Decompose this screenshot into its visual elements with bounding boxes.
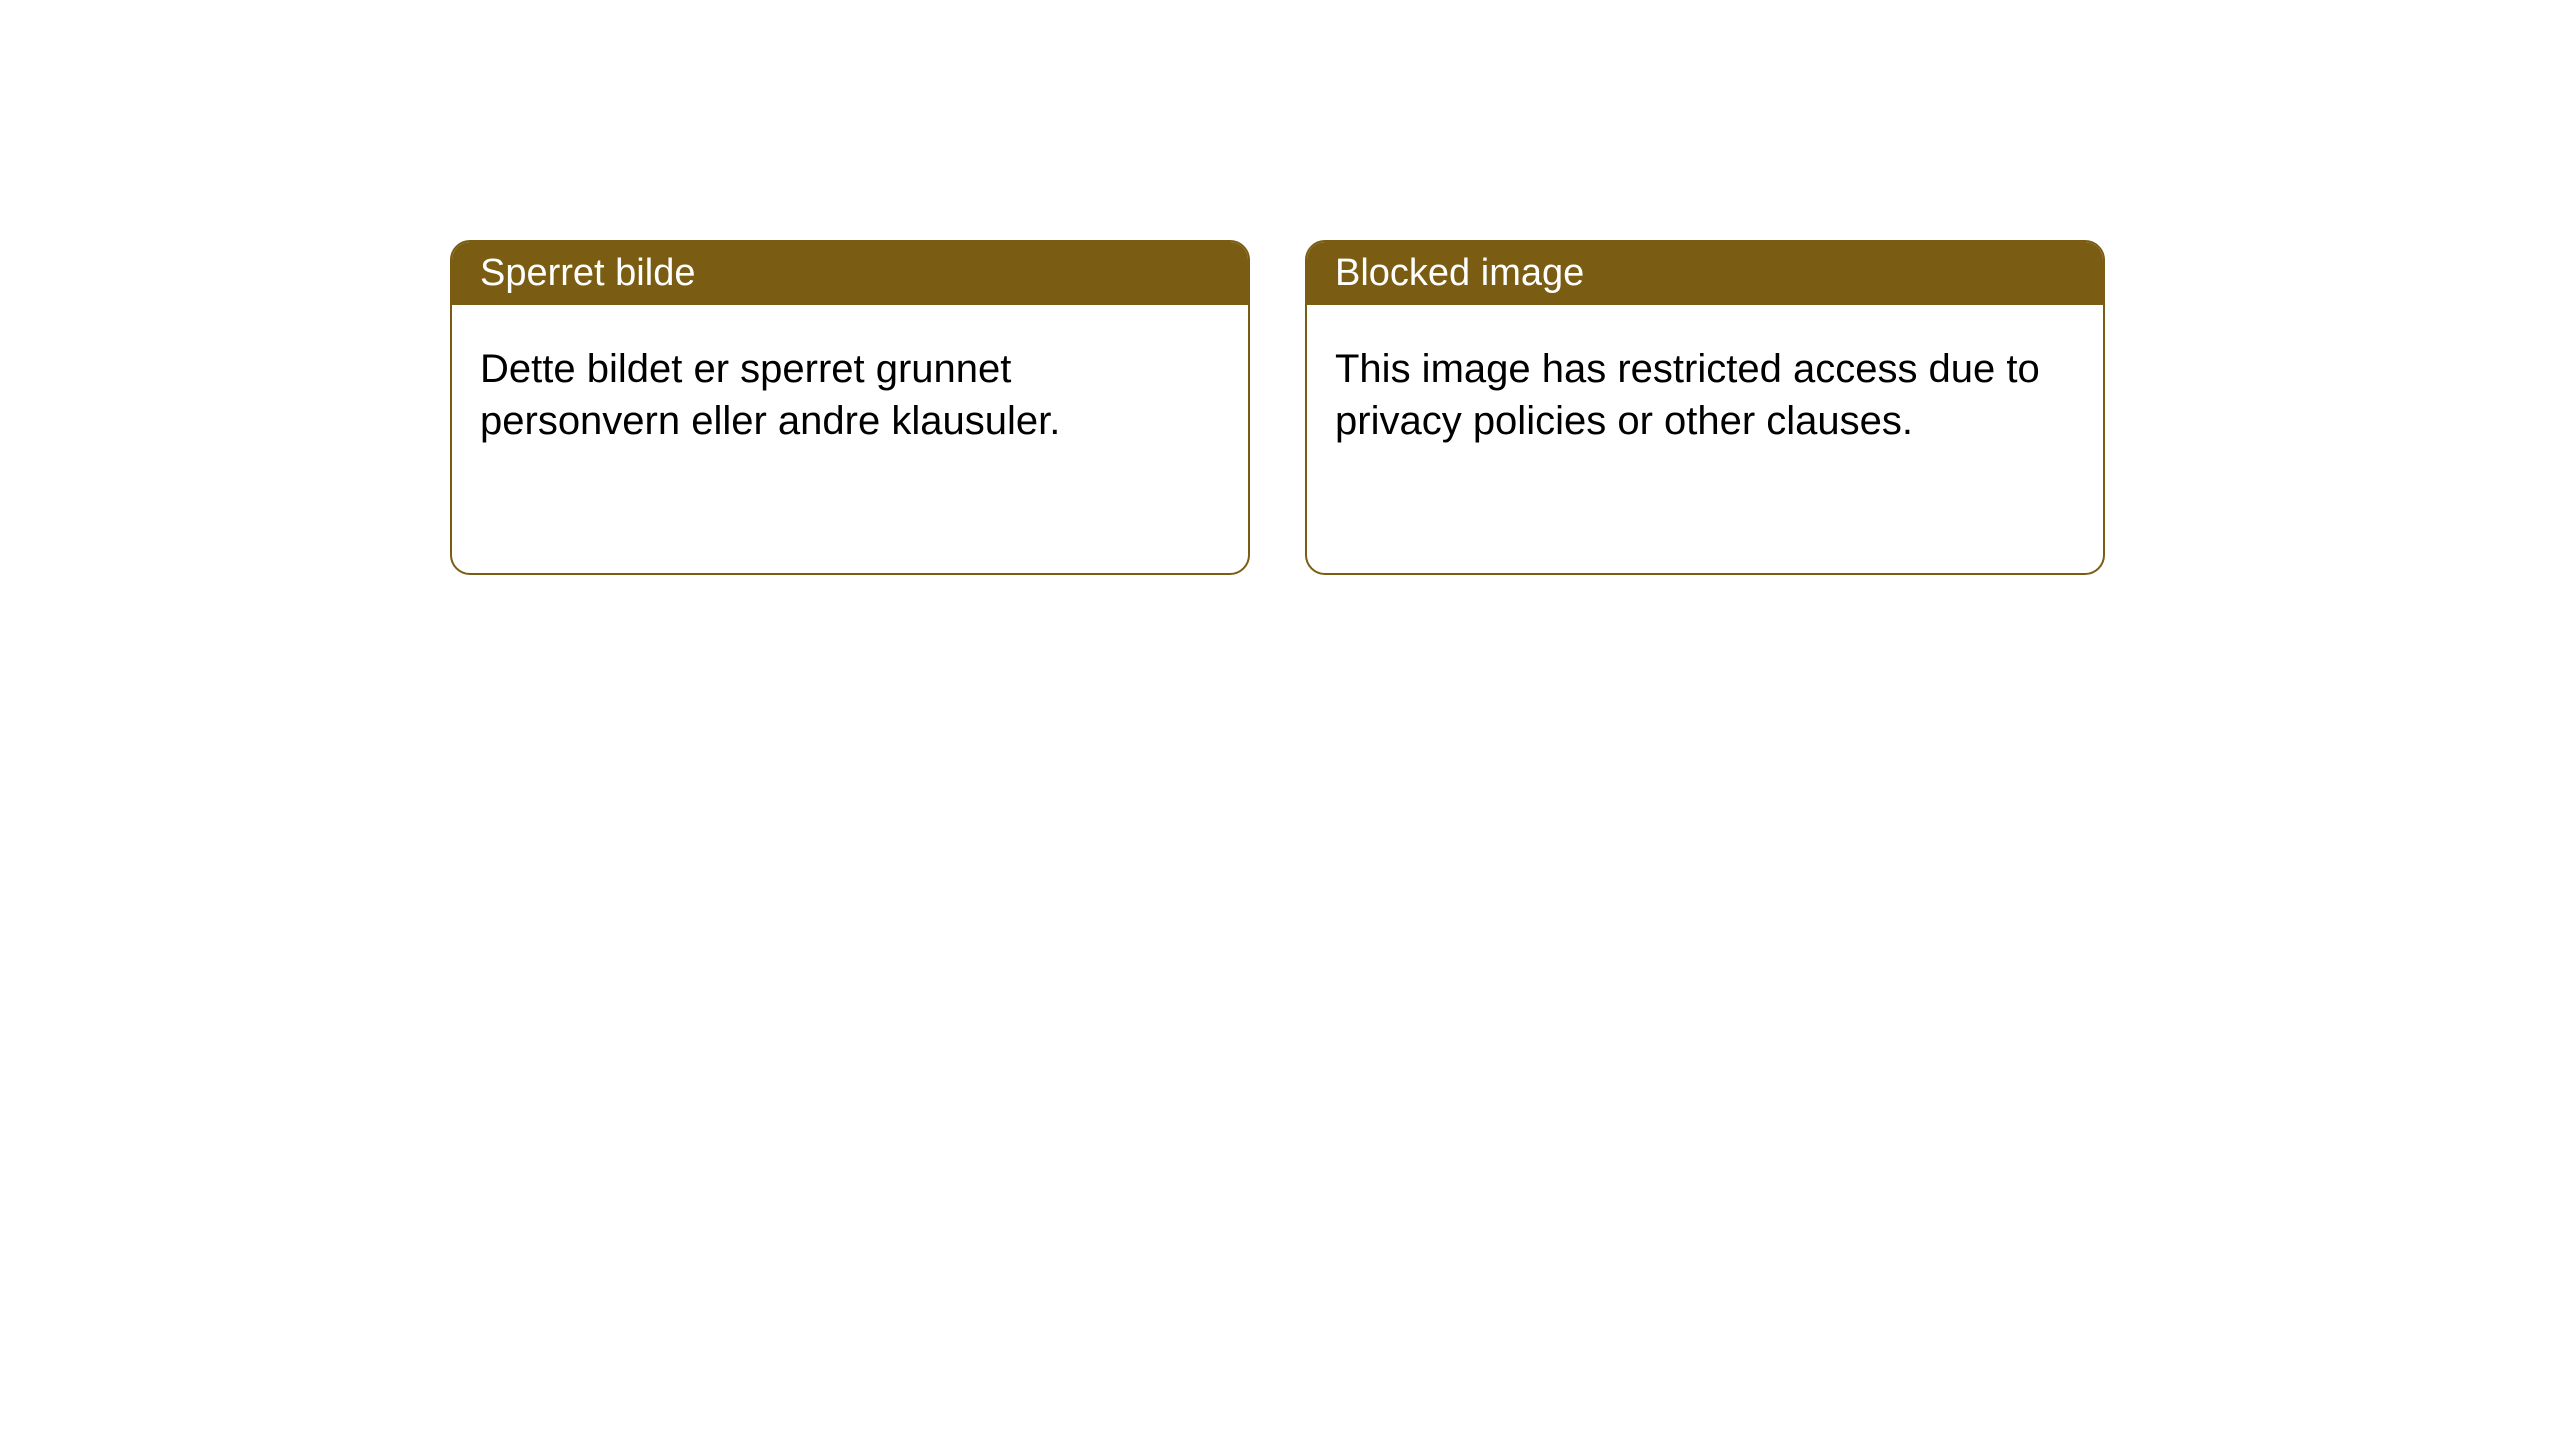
card-header: Blocked image — [1307, 242, 2103, 305]
card-title: Sperret bilde — [480, 252, 695, 294]
notice-cards-container: Sperret bilde Dette bildet er sperret gr… — [450, 240, 2105, 575]
card-title: Blocked image — [1335, 252, 1584, 294]
card-body-text: This image has restricted access due to … — [1335, 347, 2040, 443]
notice-card-english: Blocked image This image has restricted … — [1305, 240, 2105, 575]
notice-card-norwegian: Sperret bilde Dette bildet er sperret gr… — [450, 240, 1250, 575]
card-body: This image has restricted access due to … — [1307, 305, 2103, 485]
card-header: Sperret bilde — [452, 242, 1248, 305]
card-body-text: Dette bildet er sperret grunnet personve… — [480, 347, 1060, 443]
card-body: Dette bildet er sperret grunnet personve… — [452, 305, 1248, 485]
